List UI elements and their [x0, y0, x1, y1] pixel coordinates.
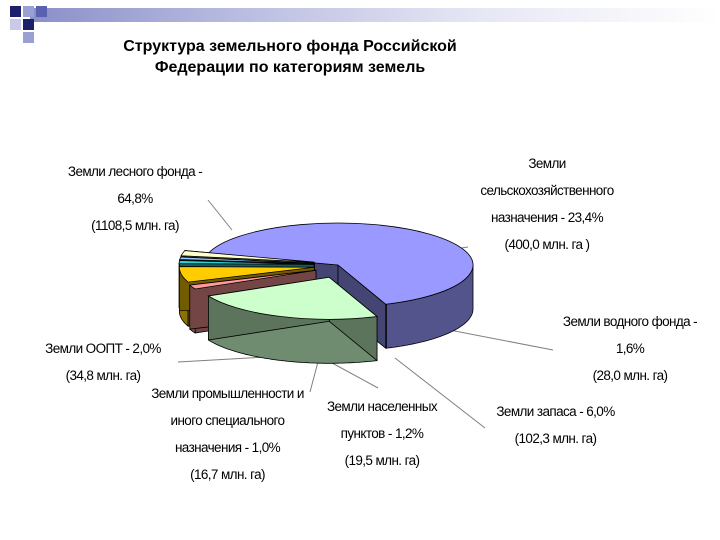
label-water: Земли водного фонда - 1,6% (28,0 млн. га…: [562, 314, 698, 383]
label-forest: Земли лесного фонда - 64,8% (1108,5 млн.…: [67, 164, 203, 233]
label-protected-areas: Земли ООПТ - 2,0% (34,8 млн. га): [45, 341, 161, 383]
label-reserve: Земли запаса - 6,0% (102,3 млн. га): [496, 404, 615, 446]
decor-square: [23, 32, 34, 43]
slice-top: [179, 256, 315, 264]
corner-decoration: [0, 0, 720, 43]
label-agricultural: Земли сельскохозяйственного назначения -…: [480, 156, 614, 252]
slice-top: [207, 276, 378, 320]
title-line-1: Структура земельного фонда Российской: [123, 38, 457, 55]
slice-top: [178, 266, 315, 283]
page-title: Структура земельного фонда Российской Фе…: [60, 36, 520, 78]
leader-line: [207, 199, 233, 231]
leader-line: [309, 357, 320, 393]
label-industry: Земли промышленности и иного специальног…: [151, 386, 304, 482]
title-line-2: Федерации по категориям земель: [154, 59, 426, 76]
slice-top: [180, 250, 315, 263]
slice-tops: [178, 222, 474, 320]
decor-square: [10, 19, 21, 30]
decor-square: [23, 6, 34, 17]
decor-square: [36, 6, 47, 17]
leader-line: [394, 357, 486, 429]
slice-top: [188, 269, 317, 290]
label-settlements: Земли населенных пунктов - 1,2% (19,5 мл…: [326, 399, 438, 468]
slice-top: [178, 260, 315, 265]
decor-square: [23, 19, 34, 30]
decor-square: [10, 6, 21, 17]
slice-top: [207, 222, 474, 305]
header-gradient-band: [30, 8, 720, 22]
